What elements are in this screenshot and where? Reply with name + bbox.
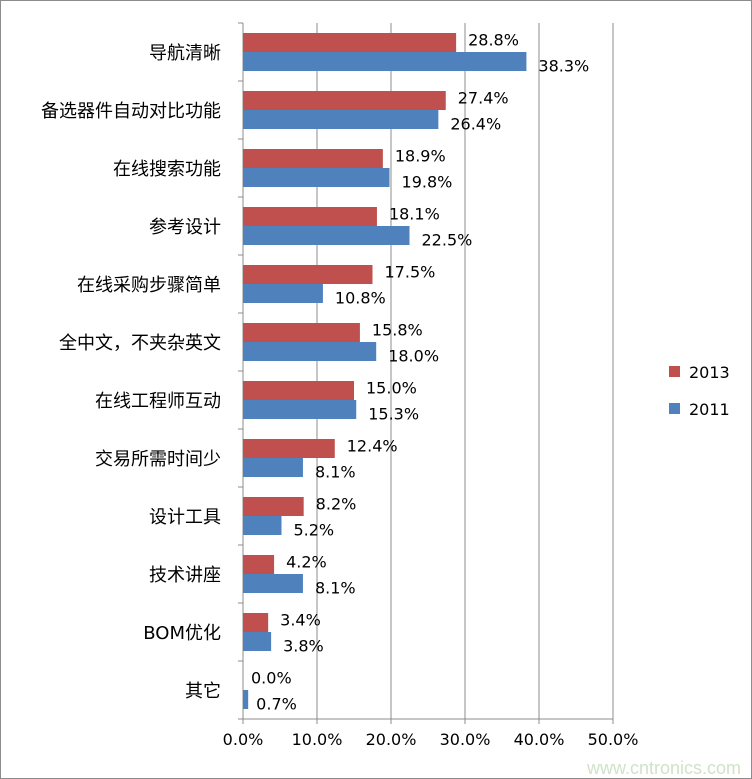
- x-tick-label: 50.0%: [588, 730, 639, 749]
- bar-2011: [243, 342, 377, 361]
- data-label-2011: 0.7%: [256, 695, 297, 714]
- data-label-2013: 28.8%: [468, 31, 519, 50]
- category-label: 在线采购步骤简单: [77, 275, 221, 296]
- bar-2013: [243, 265, 373, 284]
- x-tick-label: 10.0%: [292, 730, 343, 749]
- data-label-2011: 19.8%: [402, 173, 453, 192]
- data-label-2011: 26.4%: [450, 115, 501, 134]
- category-label: 导航清晰: [149, 43, 221, 64]
- bar-2011: [243, 284, 323, 303]
- data-label-2011: 38.3%: [538, 57, 589, 76]
- data-label-2013: 15.8%: [372, 321, 423, 340]
- data-label-2013: 17.5%: [385, 263, 436, 282]
- data-label-2011: 8.1%: [315, 463, 356, 482]
- bar-2011: [243, 458, 303, 477]
- category-label: 备选器件自动对比功能: [41, 101, 221, 122]
- category-label: BOM优化: [143, 623, 221, 644]
- bar-2011: [243, 574, 303, 593]
- bar-2011: [243, 516, 282, 535]
- bar-2011: [243, 110, 439, 129]
- bar-2013: [243, 381, 354, 400]
- data-label-2011: 22.5%: [422, 231, 473, 250]
- legend-swatch-2011: [669, 403, 680, 414]
- bar-2013: [243, 497, 304, 516]
- data-label-2011: 5.2%: [293, 521, 334, 540]
- data-label-2013: 4.2%: [286, 553, 327, 572]
- data-label-2013: 18.9%: [395, 147, 446, 166]
- x-tick-label: 0.0%: [223, 730, 264, 749]
- data-label-2013: 18.1%: [389, 205, 440, 224]
- data-label-2011: 10.8%: [335, 289, 386, 308]
- data-label-2013: 12.4%: [347, 437, 398, 456]
- bar-2011: [243, 168, 390, 187]
- bar-2013: [243, 33, 457, 52]
- category-label: 其它: [185, 681, 221, 702]
- bar-2013: [243, 149, 383, 168]
- category-label: 参考设计: [149, 217, 221, 238]
- x-tick-label: 30.0%: [440, 730, 491, 749]
- data-label-2011: 8.1%: [315, 579, 356, 598]
- data-label-2013: 8.2%: [316, 495, 357, 514]
- bar-2013: [243, 323, 360, 342]
- legend-swatch-2013: [669, 366, 680, 377]
- data-label-2011: 18.0%: [388, 347, 439, 366]
- bar-2011: [243, 52, 527, 71]
- bar-2013: [243, 91, 446, 110]
- category-label: 全中文，不夹杂英文: [59, 333, 221, 354]
- x-tick-label: 20.0%: [366, 730, 417, 749]
- category-label: 交易所需时间少: [95, 449, 221, 470]
- watermark: www.cntronics.com: [586, 758, 741, 778]
- legend-label-2011: 2011: [689, 400, 730, 419]
- bar-2011: [243, 400, 357, 419]
- bar-2011: [243, 690, 249, 709]
- data-label-2013: 0.0%: [251, 669, 292, 688]
- bar-2011: [243, 226, 410, 245]
- data-label-2013: 27.4%: [458, 89, 509, 108]
- category-label: 技术讲座: [149, 565, 221, 586]
- data-label-2013: 15.0%: [366, 379, 417, 398]
- bar-2013: [243, 555, 275, 574]
- bar-2013: [243, 439, 335, 458]
- x-tick-label: 40.0%: [514, 730, 565, 749]
- data-label-2013: 3.4%: [280, 611, 321, 630]
- category-label: 在线工程师互动: [95, 391, 221, 412]
- bar-2013: [243, 207, 377, 226]
- data-label-2011: 3.8%: [283, 637, 324, 656]
- data-label-2011: 15.3%: [368, 405, 419, 424]
- category-label: 在线搜索功能: [113, 159, 221, 180]
- legend-label-2013: 2013: [689, 363, 730, 382]
- bar-2011: [243, 632, 272, 651]
- bar-2013: [243, 613, 269, 632]
- category-label: 设计工具: [149, 507, 221, 528]
